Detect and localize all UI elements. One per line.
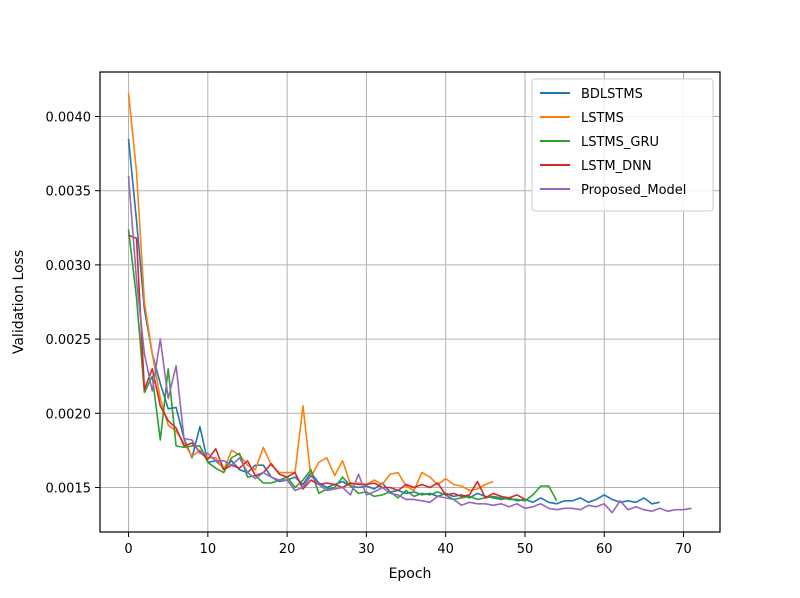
legend-label: LSTMS	[581, 111, 624, 126]
x-axis-ticks: 0 10 20 30 40 50 60 70	[124, 532, 692, 557]
series-layer	[127, 92, 692, 514]
x-tick-label: 60	[596, 542, 613, 557]
legend: BDLSTMS LSTMS LSTMS_GRU LSTM_DNN Proposed_Mo…	[531, 78, 714, 212]
y-tick-label: 0.0020	[46, 407, 92, 422]
y-tick-label: 0.0040	[46, 111, 92, 126]
x-axis-label: Epoch	[389, 566, 432, 582]
legend-label: Proposed_Model	[581, 183, 686, 198]
series-line-bdlstms	[127, 138, 660, 505]
y-tick-label: 0.0015	[46, 481, 92, 496]
legend-label: LSTMS_GRU	[581, 135, 659, 150]
x-tick-label: 40	[437, 542, 454, 557]
x-tick-label: 50	[517, 542, 534, 557]
series-line-proposed-model	[127, 175, 692, 514]
y-tick-label: 0.0030	[46, 259, 92, 274]
legend-label: BDLSTMS	[581, 87, 643, 102]
x-tick-label: 70	[675, 542, 692, 557]
series-line-lstms	[127, 92, 494, 492]
x-tick-label: 0	[124, 542, 132, 557]
plot-frame	[99, 71, 721, 533]
y-axis-ticks: 0.0015 0.0020 0.0025 0.0030 0.0035 0.0040	[46, 111, 100, 496]
legend-box	[531, 78, 714, 212]
x-tick-label: 20	[279, 542, 296, 557]
y-tick-label: 0.0035	[46, 185, 92, 200]
y-tick-label: 0.0025	[46, 333, 92, 348]
series-line-lstm-dnn	[128, 234, 526, 501]
x-tick-label: 30	[358, 542, 375, 557]
x-tick-label: 10	[200, 542, 217, 557]
y-axis-label: Validation Loss	[11, 250, 27, 354]
legend-label: LSTM_DNN	[581, 159, 652, 174]
